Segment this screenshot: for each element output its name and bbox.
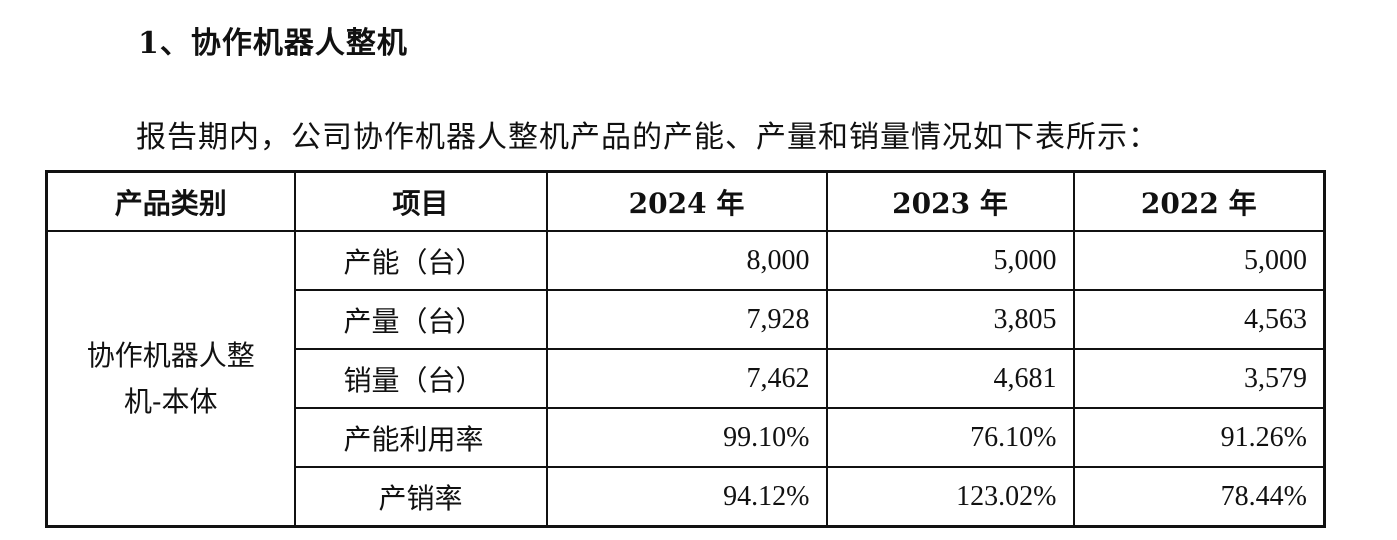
value-cell-2022: 4,563 xyxy=(1072,289,1326,350)
item-cell: 产能利用率 xyxy=(293,407,548,468)
category-cell: 协作机器人整 机-本体 xyxy=(45,230,296,528)
category-line: 协作机器人整 xyxy=(86,338,255,372)
value-cell-2022: 3,579 xyxy=(1072,348,1326,409)
table-row: 产能利用率 99.10% 76.10% 91.26% xyxy=(47,407,1326,468)
table-row: 产销率 94.12% 123.02% 78.44% xyxy=(47,466,1326,528)
value-cell-2022: 78.44% xyxy=(1072,466,1326,528)
table-row: 销量（台） 7,462 4,681 3,579 xyxy=(47,348,1326,409)
item-cell: 产量（台） xyxy=(293,289,548,350)
table-header-row: 产品类别 项目 2024 年 2023 年 2022 年 xyxy=(45,170,1326,232)
header-year-2024: 2024 年 xyxy=(545,170,828,232)
value-cell-2023: 123.02% xyxy=(825,466,1075,528)
value-cell-2022: 5,000 xyxy=(1072,230,1326,291)
header-item: 项目 xyxy=(293,170,548,232)
value-cell-2024: 7,928 xyxy=(545,289,828,350)
table-row: 协作机器人整 机-本体 产能（台） 8,000 5,000 5,000 xyxy=(45,230,1326,528)
item-cell: 产销率 xyxy=(293,466,548,528)
value-cell-2024: 99.10% xyxy=(545,407,828,468)
value-cell-2023: 4,681 xyxy=(825,348,1075,409)
item-cell: 产能（台） xyxy=(293,230,548,291)
intro-paragraph: 报告期内，公司协作机器人整机产品的产能、产量和销量情况如下表所示： xyxy=(136,120,1159,155)
header-year-2023: 2023 年 xyxy=(825,170,1075,232)
value-cell-2023: 3,805 xyxy=(825,289,1075,350)
header-year-2022: 2022 年 xyxy=(1072,170,1326,232)
value-cell-2023: 5,000 xyxy=(825,230,1075,291)
item-cell: 销量（台） xyxy=(293,348,548,409)
value-cell-2024: 7,462 xyxy=(545,348,828,409)
capacity-table: 产品类别 项目 2024 年 2023 年 2022 年 协作机器人整 机-本体… xyxy=(45,170,1326,528)
value-cell-2022: 91.26% xyxy=(1072,407,1326,468)
table-row: 产量（台） 7,928 3,805 4,563 xyxy=(47,289,1326,350)
header-product-category: 产品类别 xyxy=(45,170,296,232)
section-heading: 1、协作机器人整机 xyxy=(138,26,408,61)
value-cell-2024: 94.12% xyxy=(545,466,828,528)
value-cell-2024: 8,000 xyxy=(545,230,828,291)
category-line: 机-本体 xyxy=(124,384,218,418)
value-cell-2023: 76.10% xyxy=(825,407,1075,468)
